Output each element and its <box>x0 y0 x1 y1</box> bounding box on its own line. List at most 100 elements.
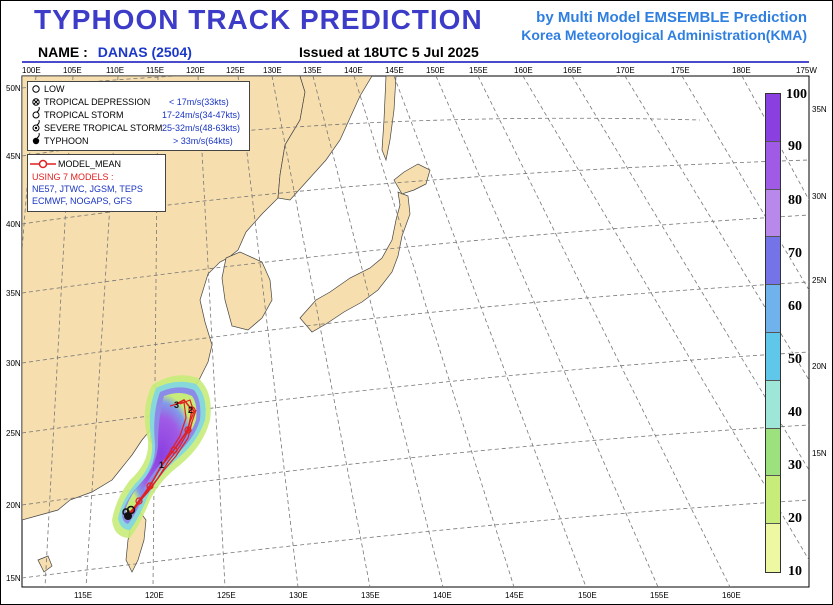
lon-label: 155E <box>650 591 669 600</box>
lon-label: 175E <box>671 66 690 75</box>
lon-label: 155E <box>469 66 488 75</box>
lon-label: 145E <box>505 591 524 600</box>
lon-label: 150E <box>578 591 597 600</box>
current-position <box>122 505 136 520</box>
colorbar-label: 70 <box>788 246 802 261</box>
lon-label: 165E <box>563 66 582 75</box>
left-latitude-labels: 50N 45N 40N 35N 30N 25N 20N 15N <box>6 84 21 583</box>
lon-label: 140E <box>433 591 452 600</box>
colorbar-segment <box>766 189 780 238</box>
lon-label: 125E <box>217 591 236 600</box>
top-longitude-labels: 100E 105E 110E 115E 120E 125E 130E 135E … <box>22 66 817 75</box>
credit-line-2: Korea Meteorological Administration(KMA) <box>521 27 807 43</box>
lat-label: 35N <box>6 289 21 298</box>
colorbar-label: 30 <box>788 458 802 473</box>
colorbar-label: 50 <box>788 352 802 367</box>
legend-value: > 33m/s(64kts) <box>173 136 233 146</box>
lat-label: 25N <box>6 429 21 438</box>
lon-label: 130E <box>263 66 282 75</box>
lon-label: 125E <box>226 66 245 75</box>
lat-label: 20N <box>812 362 827 371</box>
colorbar-segment <box>766 141 780 190</box>
lon-label: 120E <box>145 591 164 600</box>
day-marker-1: 1 <box>159 460 164 470</box>
colorbar-label: 20 <box>788 511 802 526</box>
lon-label: 135E <box>361 591 380 600</box>
low-icon <box>32 85 40 93</box>
lon-label: 100E <box>22 66 41 75</box>
lon-label: 115E <box>146 66 164 75</box>
day-marker-3: 3 <box>174 400 179 410</box>
model-mean-icon <box>30 159 56 169</box>
legend-label: TROPICAL STORM <box>44 110 124 120</box>
models-line-2: ECMWF, NOGAPS, GFS <box>32 196 133 206</box>
intensity-icons <box>32 85 40 145</box>
lon-label: 180E <box>732 66 751 75</box>
lat-label: 50N <box>6 84 21 93</box>
lon-label: 175W <box>796 66 817 75</box>
russia-far-east <box>277 76 373 201</box>
lon-label: 160E <box>722 591 741 600</box>
header-rule <box>22 61 809 63</box>
colorbar-segment <box>766 524 780 572</box>
legend-value: < 17m/s(33kts) <box>169 97 229 107</box>
probability-colorbar <box>765 93 781 573</box>
colorbar-segment <box>766 332 780 381</box>
lon-label: 140E <box>344 66 363 75</box>
name-label: NAME : <box>38 44 88 60</box>
name-value: DANAS (2504) <box>97 44 192 60</box>
legend-label: TYPHOON <box>44 136 89 146</box>
lon-label: 150E <box>426 66 445 75</box>
lat-label: 25N <box>812 276 827 285</box>
colorbar-segment <box>766 237 780 286</box>
colorbar-label: 90 <box>788 139 802 154</box>
legend-label: LOW <box>44 84 65 94</box>
lat-label: 15N <box>812 449 827 458</box>
right-latitude-labels: 35N 30N 25N 20N 15N <box>812 105 827 458</box>
lat-label: 35N <box>812 105 827 114</box>
lon-label: 110E <box>106 66 124 75</box>
colorbar-label: 60 <box>788 299 802 314</box>
credit-line-1: by Multi Model EMSEMBLE Prediction <box>536 9 807 26</box>
lat-label: 30N <box>6 359 21 368</box>
legend-label: TROPICAL DEPRESSION <box>44 97 151 107</box>
korea-peninsula <box>221 251 273 331</box>
lon-label: 160E <box>514 66 533 75</box>
colorbar-label: 100 <box>786 87 807 102</box>
colorbar-segment <box>766 285 780 333</box>
issued-time: Issued at 18UTC 5 Jul 2025 <box>299 44 479 60</box>
colorbar-segment <box>766 428 780 477</box>
legend-value: 17-24m/s(34-47kts) <box>162 110 241 120</box>
colorbar-segment <box>766 94 780 142</box>
tropical-storm-icon <box>32 106 40 119</box>
colorbar-label: 40 <box>788 405 802 420</box>
sakhalin <box>381 76 397 162</box>
colorbar-label: 80 <box>788 193 802 208</box>
japan-kyushu-honshu <box>299 191 411 333</box>
legend-value: 25-32m/s(48-63kts) <box>162 123 241 133</box>
hainan <box>37 555 53 573</box>
model-mean-label: MODEL_MEAN <box>58 159 122 169</box>
lat-label: 45N <box>6 152 21 161</box>
lon-label: 130E <box>289 591 308 600</box>
typhoon-name: NAME : DANAS (2504) <box>38 44 192 60</box>
colorbar-segment <box>766 476 780 525</box>
lon-label: 105E <box>63 66 82 75</box>
bottom-longitude-labels: 115E 120E 125E 130E 135E 140E 145E 150E … <box>74 591 741 600</box>
model-legend: MODEL_MEAN USING 7 MODELS : NE57, JTWC, … <box>27 154 166 212</box>
models-line-1: NE57, JTWC, JGSM, TEPS <box>32 184 143 194</box>
lat-label: 40N <box>6 220 21 229</box>
legend-label: SEVERE TROPICAL STORM <box>44 123 163 133</box>
tropical-depression-icon <box>32 98 40 106</box>
lon-label: 135E <box>303 66 322 75</box>
page-title: TYPHOON TRACK PREDICTION <box>34 4 483 35</box>
models-using: USING 7 MODELS : <box>32 172 114 182</box>
colorbar-label: 10 <box>788 564 802 579</box>
lat-label: 20N <box>6 501 21 510</box>
typhoon-icon <box>32 132 40 145</box>
severe-tropical-storm-icon <box>32 119 40 132</box>
day-marker-2: 2 <box>188 405 193 415</box>
lon-label: 145E <box>385 66 404 75</box>
colorbar-segment <box>766 380 780 429</box>
intensity-legend: LOW TROPICAL DEPRESSION < 17m/s(33kts) T… <box>27 81 250 151</box>
